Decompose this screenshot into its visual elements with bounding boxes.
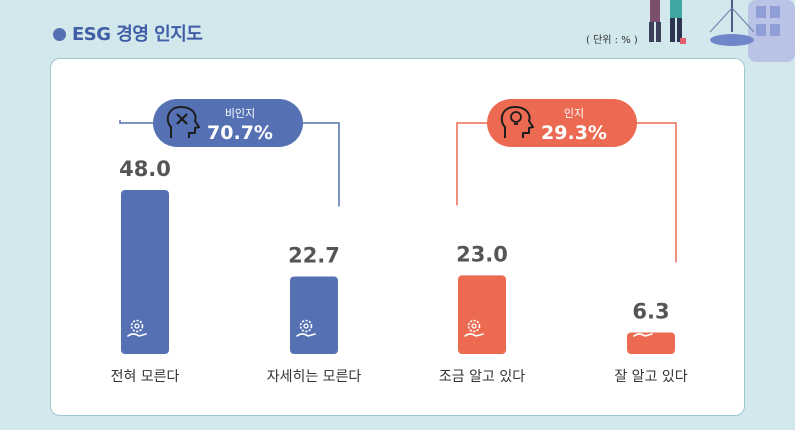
group-bracket-left [456, 122, 487, 206]
group-pill: 인지 29.3% [487, 99, 637, 147]
head-x-icon [166, 106, 200, 138]
group-label: 인지 [564, 107, 584, 120]
unit-label: ( 단위 : % ) [586, 35, 638, 46]
gear-hand-icon [127, 319, 147, 337]
title-bullet [53, 28, 66, 41]
chart-title: ESG 경영 인지도 [72, 24, 203, 45]
group-bracket-left [119, 120, 153, 124]
bar [458, 275, 506, 354]
group-pill: 비인지 70.7% [153, 99, 303, 147]
data-label: 48.0 [119, 157, 171, 181]
group-value: 29.3% [541, 122, 607, 144]
category-label: 잘 알고 있다 [614, 369, 687, 385]
gear-hand-icon [633, 319, 653, 337]
category-label: 전혀 모른다 [111, 369, 180, 385]
group-value: 70.7% [207, 122, 273, 144]
head-lightbulb-icon [500, 106, 534, 138]
data-label: 6.3 [632, 299, 669, 323]
group-pill-background [487, 99, 637, 147]
category-label: 조금 알고 있다 [439, 369, 525, 385]
category-label: 자세히는 모른다 [267, 369, 362, 385]
bar [290, 276, 338, 354]
bar [121, 190, 169, 354]
gear-hand-icon [464, 319, 484, 337]
gear-hand-icon [296, 319, 316, 337]
group-bracket-right [303, 122, 340, 207]
group-label: 비인지 [225, 107, 255, 120]
group-bracket-right [637, 122, 677, 263]
data-label: 22.7 [288, 243, 340, 267]
data-label: 23.0 [456, 242, 508, 266]
bar [627, 332, 675, 354]
group-pill-background [153, 99, 303, 147]
